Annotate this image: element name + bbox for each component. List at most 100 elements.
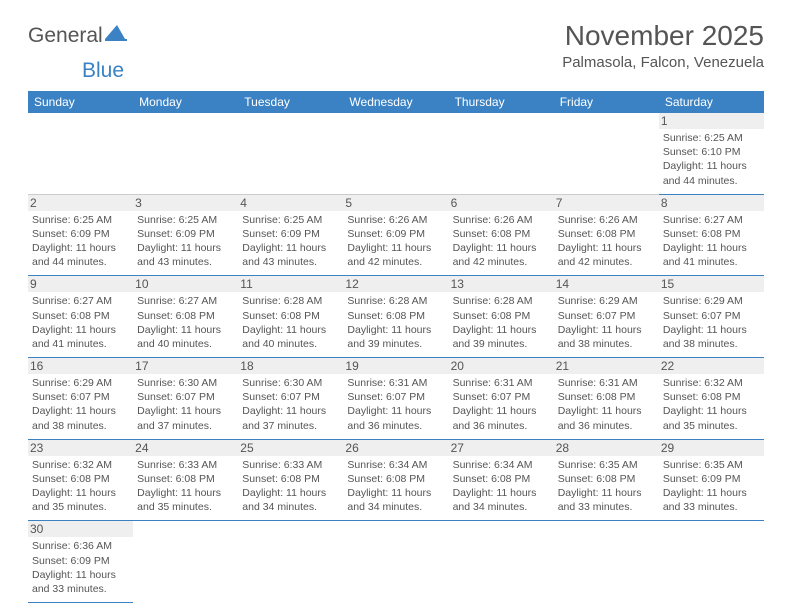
daylight-text: Daylight: 11 hours and 33 minutes.	[32, 568, 129, 596]
day-info: Sunrise: 6:28 AMSunset: 6:08 PMDaylight:…	[453, 294, 550, 351]
calendar-cell	[659, 521, 764, 603]
day-number: 18	[238, 358, 343, 374]
daylight-text: Daylight: 11 hours and 42 minutes.	[453, 241, 550, 269]
sunset-text: Sunset: 6:08 PM	[347, 472, 444, 486]
sunrise-text: Sunrise: 6:27 AM	[663, 213, 760, 227]
sunrise-text: Sunrise: 6:35 AM	[558, 458, 655, 472]
day-number: 19	[343, 358, 448, 374]
day-info: Sunrise: 6:28 AMSunset: 6:08 PMDaylight:…	[242, 294, 339, 351]
day-number: 20	[449, 358, 554, 374]
sunrise-text: Sunrise: 6:26 AM	[347, 213, 444, 227]
day-number: 17	[133, 358, 238, 374]
logo-text-2: Blue	[82, 59, 124, 82]
day-number	[449, 521, 554, 537]
day-number: 10	[133, 276, 238, 292]
daylight-text: Daylight: 11 hours and 40 minutes.	[242, 323, 339, 351]
daylight-text: Daylight: 11 hours and 34 minutes.	[453, 486, 550, 514]
calendar-cell: 4Sunrise: 6:25 AMSunset: 6:09 PMDaylight…	[238, 194, 343, 276]
daylight-text: Daylight: 11 hours and 36 minutes.	[558, 404, 655, 432]
sunrise-text: Sunrise: 6:27 AM	[32, 294, 129, 308]
calendar-cell: 14Sunrise: 6:29 AMSunset: 6:07 PMDayligh…	[554, 276, 659, 358]
day-info: Sunrise: 6:35 AMSunset: 6:08 PMDaylight:…	[558, 458, 655, 515]
sunset-text: Sunset: 6:08 PM	[32, 309, 129, 323]
day-info: Sunrise: 6:25 AMSunset: 6:09 PMDaylight:…	[32, 213, 129, 270]
sunrise-text: Sunrise: 6:25 AM	[32, 213, 129, 227]
calendar-table: Sunday Monday Tuesday Wednesday Thursday…	[28, 91, 764, 603]
sunset-text: Sunset: 6:08 PM	[32, 472, 129, 486]
sunset-text: Sunset: 6:08 PM	[558, 390, 655, 404]
sunrise-text: Sunrise: 6:28 AM	[242, 294, 339, 308]
sunset-text: Sunset: 6:09 PM	[32, 227, 129, 241]
sunrise-text: Sunrise: 6:28 AM	[347, 294, 444, 308]
calendar-cell: 16Sunrise: 6:29 AMSunset: 6:07 PMDayligh…	[28, 358, 133, 440]
weekday-row: Sunday Monday Tuesday Wednesday Thursday…	[28, 91, 764, 113]
daylight-text: Daylight: 11 hours and 43 minutes.	[242, 241, 339, 269]
daylight-text: Daylight: 11 hours and 42 minutes.	[347, 241, 444, 269]
weekday-heading: Saturday	[659, 91, 764, 113]
day-info: Sunrise: 6:29 AMSunset: 6:07 PMDaylight:…	[558, 294, 655, 351]
calendar-cell: 13Sunrise: 6:28 AMSunset: 6:08 PMDayligh…	[449, 276, 554, 358]
calendar-cell	[133, 521, 238, 603]
daylight-text: Daylight: 11 hours and 43 minutes.	[137, 241, 234, 269]
calendar-cell	[238, 113, 343, 194]
day-info: Sunrise: 6:29 AMSunset: 6:07 PMDaylight:…	[663, 294, 760, 351]
sunset-text: Sunset: 6:10 PM	[663, 145, 760, 159]
day-number: 28	[554, 440, 659, 456]
calendar-cell: 19Sunrise: 6:31 AMSunset: 6:07 PMDayligh…	[343, 358, 448, 440]
daylight-text: Daylight: 11 hours and 38 minutes.	[558, 323, 655, 351]
sunset-text: Sunset: 6:07 PM	[558, 309, 655, 323]
sunrise-text: Sunrise: 6:32 AM	[663, 376, 760, 390]
calendar-cell: 1Sunrise: 6:25 AMSunset: 6:10 PMDaylight…	[659, 113, 764, 194]
day-info: Sunrise: 6:25 AMSunset: 6:10 PMDaylight:…	[663, 131, 760, 188]
day-number: 11	[238, 276, 343, 292]
calendar-cell	[28, 113, 133, 194]
day-info: Sunrise: 6:36 AMSunset: 6:09 PMDaylight:…	[32, 539, 129, 596]
calendar-cell: 15Sunrise: 6:29 AMSunset: 6:07 PMDayligh…	[659, 276, 764, 358]
day-number	[238, 521, 343, 537]
day-info: Sunrise: 6:28 AMSunset: 6:08 PMDaylight:…	[347, 294, 444, 351]
calendar-cell: 22Sunrise: 6:32 AMSunset: 6:08 PMDayligh…	[659, 358, 764, 440]
sunrise-text: Sunrise: 6:28 AM	[453, 294, 550, 308]
day-number	[554, 113, 659, 129]
calendar-body: 1Sunrise: 6:25 AMSunset: 6:10 PMDaylight…	[28, 113, 764, 603]
day-number: 5	[343, 195, 448, 211]
calendar-week-row: 1Sunrise: 6:25 AMSunset: 6:10 PMDaylight…	[28, 113, 764, 194]
daylight-text: Daylight: 11 hours and 34 minutes.	[347, 486, 444, 514]
day-number	[133, 521, 238, 537]
sunset-text: Sunset: 6:09 PM	[347, 227, 444, 241]
day-number: 3	[133, 195, 238, 211]
calendar-cell	[238, 521, 343, 603]
calendar-cell: 25Sunrise: 6:33 AMSunset: 6:08 PMDayligh…	[238, 439, 343, 521]
sunrise-text: Sunrise: 6:29 AM	[32, 376, 129, 390]
calendar-cell: 24Sunrise: 6:33 AMSunset: 6:08 PMDayligh…	[133, 439, 238, 521]
sunset-text: Sunset: 6:08 PM	[663, 390, 760, 404]
day-number	[554, 521, 659, 537]
sunrise-text: Sunrise: 6:34 AM	[347, 458, 444, 472]
day-info: Sunrise: 6:33 AMSunset: 6:08 PMDaylight:…	[242, 458, 339, 515]
day-number: 26	[343, 440, 448, 456]
weekday-heading: Monday	[133, 91, 238, 113]
sunset-text: Sunset: 6:08 PM	[663, 227, 760, 241]
sunrise-text: Sunrise: 6:26 AM	[453, 213, 550, 227]
calendar-week-row: 30Sunrise: 6:36 AMSunset: 6:09 PMDayligh…	[28, 521, 764, 603]
day-info: Sunrise: 6:34 AMSunset: 6:08 PMDaylight:…	[453, 458, 550, 515]
daylight-text: Daylight: 11 hours and 38 minutes.	[663, 323, 760, 351]
sunrise-text: Sunrise: 6:30 AM	[137, 376, 234, 390]
day-number: 24	[133, 440, 238, 456]
calendar-cell: 17Sunrise: 6:30 AMSunset: 6:07 PMDayligh…	[133, 358, 238, 440]
day-info: Sunrise: 6:27 AMSunset: 6:08 PMDaylight:…	[663, 213, 760, 270]
sail-icon	[105, 25, 127, 41]
daylight-text: Daylight: 11 hours and 33 minutes.	[663, 486, 760, 514]
day-number: 12	[343, 276, 448, 292]
calendar-week-row: 2Sunrise: 6:25 AMSunset: 6:09 PMDaylight…	[28, 194, 764, 276]
calendar-week-row: 23Sunrise: 6:32 AMSunset: 6:08 PMDayligh…	[28, 439, 764, 521]
sunset-text: Sunset: 6:08 PM	[137, 309, 234, 323]
sunrise-text: Sunrise: 6:26 AM	[558, 213, 655, 227]
sunrise-text: Sunrise: 6:31 AM	[347, 376, 444, 390]
sunrise-text: Sunrise: 6:29 AM	[558, 294, 655, 308]
weekday-heading: Friday	[554, 91, 659, 113]
sunrise-text: Sunrise: 6:25 AM	[137, 213, 234, 227]
daylight-text: Daylight: 11 hours and 39 minutes.	[453, 323, 550, 351]
day-info: Sunrise: 6:25 AMSunset: 6:09 PMDaylight:…	[242, 213, 339, 270]
daylight-text: Daylight: 11 hours and 40 minutes.	[137, 323, 234, 351]
